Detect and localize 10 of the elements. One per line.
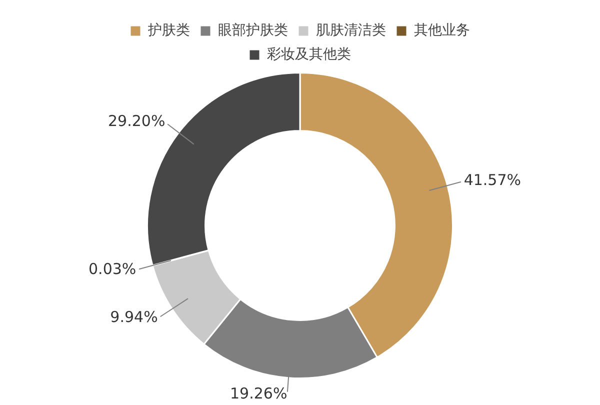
legend-label: 护肤类	[147, 22, 190, 39]
legend-label: 其他业务	[414, 22, 470, 39]
data-label: 0.03%	[88, 260, 136, 278]
data-label: 29.20%	[108, 112, 166, 130]
data-label: 19.26%	[230, 384, 288, 403]
legend-label: 彩妆及其他类	[267, 46, 351, 63]
data-label: 9.94%	[110, 308, 158, 326]
data-label: 41.57%	[464, 170, 522, 189]
legend-label: 肌肤清洁类	[316, 22, 386, 39]
legend-label: 眼部护肤类	[218, 22, 288, 39]
